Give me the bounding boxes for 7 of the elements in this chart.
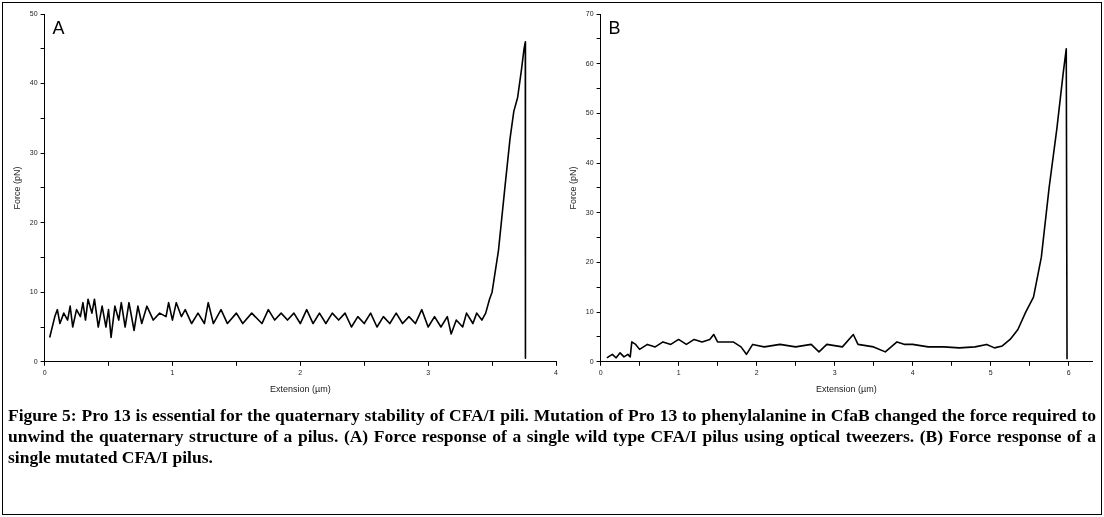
y-axis-title: Force (pN)	[567, 166, 578, 210]
x-axis-title: Extension (µm)	[815, 384, 877, 395]
chart-title: B	[608, 17, 621, 38]
y-axis-title: Force (pN)	[11, 166, 22, 210]
x-axis-title: Extension (µm)	[269, 384, 331, 395]
caption: Figure 5: Pro 13 is essential for the quaternary stability of CFA/I pili. Mutation of Pro 13 to phenylalanine in CfaB changed the force required to unwind the quaternary structure of a pilus. (A) Force response of a single wild type CFA/I pilus using optical tweezers. (B) Force response of a single mutated CFA/I pilus.	[8, 405, 1096, 468]
chart-title: A	[52, 17, 65, 38]
